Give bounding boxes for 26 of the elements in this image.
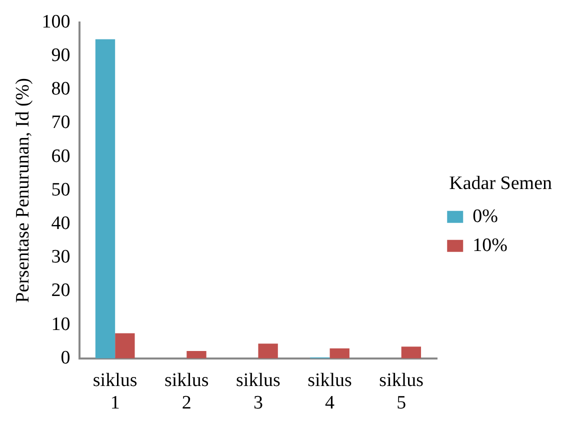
bar	[95, 39, 116, 358]
y-tick-label: 60	[51, 146, 70, 167]
bar	[330, 348, 350, 358]
y-axis-title: Persentase Penurunan, Id (%)	[12, 78, 34, 303]
y-tick-label: 50	[51, 179, 70, 200]
y-tick-label: 80	[51, 78, 70, 100]
y-tick-label: 20	[51, 280, 70, 302]
bar	[401, 346, 422, 358]
x-tick-label: siklus 2	[164, 370, 209, 414]
y-tick-label: 0	[60, 347, 70, 368]
bar	[186, 351, 206, 358]
legend-title: Kadar Semen	[449, 173, 552, 194]
x-tick-label: siklus 4	[308, 370, 352, 414]
y-tick-label: 10	[51, 314, 70, 335]
x-tick-label: siklus 5	[379, 370, 424, 414]
y-tick-label: 90	[51, 44, 70, 66]
legend-label: 10%	[472, 234, 508, 256]
y-tick-label: 30	[51, 246, 70, 268]
x-tick-label: siklus 3	[236, 370, 280, 414]
y-tick-label: 40	[51, 212, 70, 234]
bar	[258, 344, 278, 358]
x-tick-label: siklus 1	[92, 370, 138, 414]
y-tick-label: 100	[42, 11, 70, 32]
bar	[115, 333, 135, 358]
legend-label: 0%	[472, 206, 498, 227]
y-tick-label: 70	[51, 112, 70, 134]
